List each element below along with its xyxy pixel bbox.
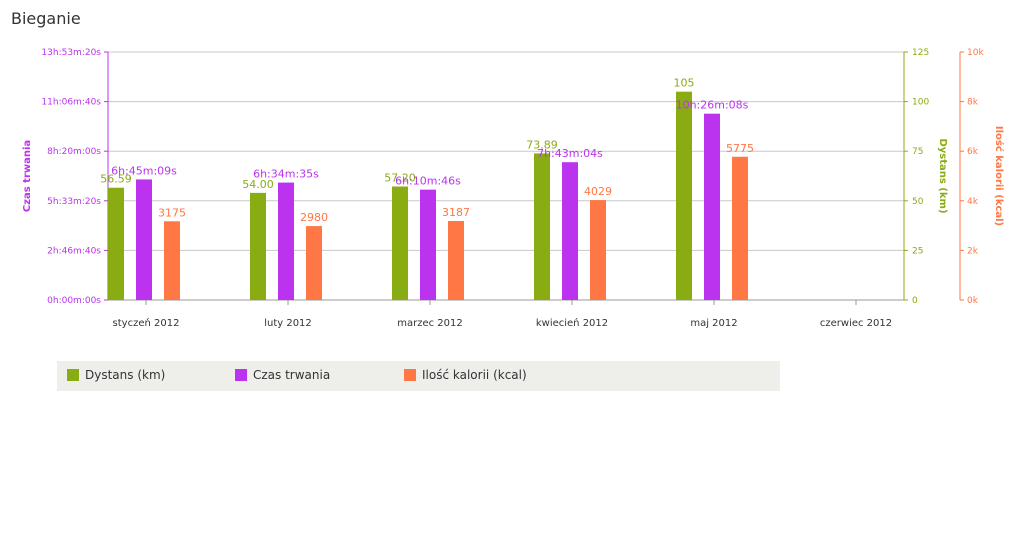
bar-calories — [164, 221, 180, 300]
bar-calories — [306, 226, 322, 300]
bar-duration — [562, 162, 578, 300]
data-label-calories: 3187 — [442, 206, 470, 219]
bar-distance — [250, 192, 266, 300]
left-axis-tick-label: 0h:00m:00s — [47, 296, 101, 306]
x-axis-tick-label: maj 2012 — [690, 318, 737, 329]
bar-calories — [732, 156, 748, 300]
right-inner-axis-tick-label: 75 — [912, 147, 923, 157]
data-label-distance: 57.20 — [384, 172, 416, 185]
x-axis-tick-label: czerwiec 2012 — [820, 318, 892, 329]
data-labels: 56.59 54.00 57.20 73.89 105 6h:45m:09s 6h:34m:… — [100, 77, 754, 224]
right-inner-axis-title: Dystans (km) — [937, 138, 948, 213]
legend-swatch — [235, 369, 247, 381]
gridlines — [108, 51, 904, 301]
right-outer-axis-tick-label: 0k — [967, 296, 979, 306]
legend-label: Dystans (km) — [85, 368, 166, 382]
chart-canvas: 0h:00m:00s 2h:46m:40s 5h:33m:20s 8h:20m:00s… — [22, 48, 1005, 329]
legend-label: Ilość kalorii (kcal) — [422, 368, 527, 382]
chart-axes: 0h:00m:00s 2h:46m:40s 5h:33m:20s 8h:20m:00s… — [22, 48, 1005, 329]
bar-duration — [278, 182, 294, 300]
legend-label: Czas trwania — [253, 368, 331, 382]
data-label-duration: 6h:45m:09s — [111, 164, 177, 177]
bar-duration — [136, 179, 152, 300]
bar-distance — [108, 187, 124, 300]
left-axis-tick-label: 8h:20m:00s — [47, 147, 101, 157]
data-label-duration: 6h:10m:46s — [395, 175, 461, 188]
x-axis-tick-label: marzec 2012 — [397, 318, 463, 329]
left-axis-tick-label: 2h:46m:40s — [47, 246, 101, 256]
right-outer-axis-tick-label: 4k — [967, 197, 979, 207]
legend-swatch — [404, 369, 416, 381]
data-label-calories: 5775 — [726, 142, 754, 155]
right-inner-axis-tick-label: 25 — [912, 246, 923, 256]
legend: Dystans (km) Czas trwania Ilość kalorii (k… — [57, 361, 780, 391]
data-label-duration: 10h:26m:08s — [676, 99, 749, 112]
right-outer-axis-tick-label: 6k — [967, 147, 979, 157]
right-inner-axis-tick-label: 100 — [912, 98, 929, 108]
right-outer-axis-tick-label: 2k — [967, 246, 979, 256]
x-axis-tick-label: styczeń 2012 — [113, 317, 180, 329]
data-label-distance: 54.00 — [242, 178, 274, 191]
legend-swatch — [67, 369, 79, 381]
bar-calories — [448, 220, 464, 300]
x-axis-tick-label: kwiecień 2012 — [536, 317, 608, 329]
right-inner-axis-tick-label: 50 — [912, 197, 924, 207]
bar-calories — [590, 200, 606, 300]
bar-series — [108, 91, 748, 301]
data-label-distance: 73.89 — [526, 138, 558, 151]
data-label-calories: 2980 — [300, 211, 328, 224]
bar-distance — [534, 153, 550, 300]
data-label-calories: 4029 — [584, 185, 612, 198]
bar-distance — [392, 186, 408, 300]
right-outer-axis-tick-label: 8k — [967, 98, 979, 108]
bar-distance — [676, 91, 692, 301]
left-axis-tick-label: 5h:33m:20s — [47, 197, 101, 207]
data-label-duration: 6h:34m:35s — [253, 168, 319, 181]
left-axis-tick-label: 13h:53m:20s — [41, 48, 101, 58]
data-label-distance: 105 — [674, 77, 695, 90]
left-axis-tick-label: 11h:06m:40s — [41, 98, 101, 108]
right-inner-axis-tick-label: 125 — [912, 48, 929, 58]
right-outer-axis-title: Ilość kalorii (kcal) — [993, 126, 1005, 226]
data-label-duration: 7h:43m:04s — [537, 147, 603, 160]
right-outer-axis-tick-label: 10k — [967, 48, 984, 58]
right-inner-axis-tick-label: 0 — [912, 296, 918, 306]
x-axis-tick-label: luty 2012 — [264, 318, 312, 329]
bar-duration — [420, 189, 436, 300]
left-axis-title: Czas trwania — [22, 140, 33, 212]
data-label-distance: 56.59 — [100, 173, 132, 186]
bar-duration — [704, 113, 720, 300]
data-label-calories: 3175 — [158, 206, 186, 219]
chart-title: Bieganie — [11, 9, 81, 28]
